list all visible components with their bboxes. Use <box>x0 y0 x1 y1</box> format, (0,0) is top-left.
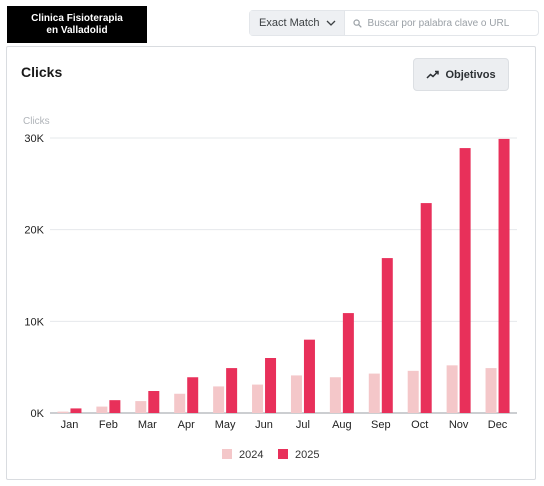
legend-label-2024: 2024 <box>239 449 263 461</box>
bar-2024-may[interactable] <box>213 386 225 413</box>
x-tick-label: Nov <box>449 419 469 431</box>
x-tick-label: Sep <box>371 419 391 431</box>
bar-2024-jan[interactable] <box>57 411 69 413</box>
x-tick-label: Jun <box>255 419 273 431</box>
y-tick-label: 20K <box>24 225 44 237</box>
search-bar: Exact Match <box>249 10 539 36</box>
bar-2025-dec[interactable] <box>498 138 510 413</box>
bar-2024-apr[interactable] <box>174 393 186 413</box>
brand-line-2: en Valladolid <box>46 24 108 36</box>
bar-2024-dec[interactable] <box>485 368 497 413</box>
x-tick-label: May <box>215 419 236 431</box>
search-icon <box>352 18 362 28</box>
chevron-down-icon <box>326 20 335 26</box>
y-tick-label: 10K <box>24 316 44 328</box>
legend-swatch-2024[interactable] <box>222 449 232 459</box>
bar-2025-sep[interactable] <box>381 258 393 413</box>
goals-button[interactable]: Objetivos <box>413 58 509 91</box>
bar-2024-jun[interactable] <box>252 384 264 413</box>
x-tick-label: Dec <box>488 419 508 431</box>
bar-2025-apr[interactable] <box>187 377 199 413</box>
bar-2025-aug[interactable] <box>342 313 354 413</box>
x-tick-label: Jul <box>296 419 310 431</box>
bar-2025-feb[interactable] <box>109 400 121 413</box>
bar-2025-mar[interactable] <box>148 391 160 413</box>
bar-2024-aug[interactable] <box>329 377 341 413</box>
bar-2025-oct[interactable] <box>420 203 432 413</box>
y-tick-label: 0K <box>31 408 45 420</box>
x-tick-label: Oct <box>411 419 428 431</box>
trend-up-icon <box>426 70 440 79</box>
legend-swatch-2025[interactable] <box>278 449 288 459</box>
bar-2024-feb[interactable] <box>96 406 108 413</box>
brand-logo: Clinica Fisioterapia en Valladolid <box>7 6 147 43</box>
search-input-wrap <box>345 11 538 35</box>
goals-button-label: Objetivos <box>445 68 496 81</box>
x-tick-label: Apr <box>178 419 195 431</box>
x-tick-label: Feb <box>99 419 118 431</box>
bar-2025-jan[interactable] <box>70 408 82 413</box>
x-tick-label: Aug <box>332 419 352 431</box>
match-type-label: Exact Match <box>259 17 320 29</box>
bar-2025-may[interactable] <box>226 368 238 413</box>
legend-label-2025: 2025 <box>295 449 319 461</box>
x-tick-label: Mar <box>138 419 157 431</box>
match-type-select[interactable]: Exact Match <box>250 11 345 35</box>
search-input[interactable] <box>367 17 528 29</box>
brand-line-1: Clinica Fisioterapia <box>31 12 123 24</box>
bar-2025-nov[interactable] <box>459 148 471 414</box>
x-tick-label: Jan <box>61 419 79 431</box>
bar-2024-mar[interactable] <box>135 401 147 413</box>
y-tick-label: 30K <box>24 133 44 145</box>
y-axis-label: Clicks <box>23 116 50 127</box>
bar-2024-nov[interactable] <box>446 365 458 413</box>
bar-2024-oct[interactable] <box>407 370 419 413</box>
card-title: Clicks <box>21 64 63 80</box>
bar-2025-jun[interactable] <box>265 358 277 413</box>
bar-2025-jul[interactable] <box>303 339 315 413</box>
bar-2024-jul[interactable] <box>290 375 302 413</box>
bar-2024-sep[interactable] <box>368 373 380 413</box>
